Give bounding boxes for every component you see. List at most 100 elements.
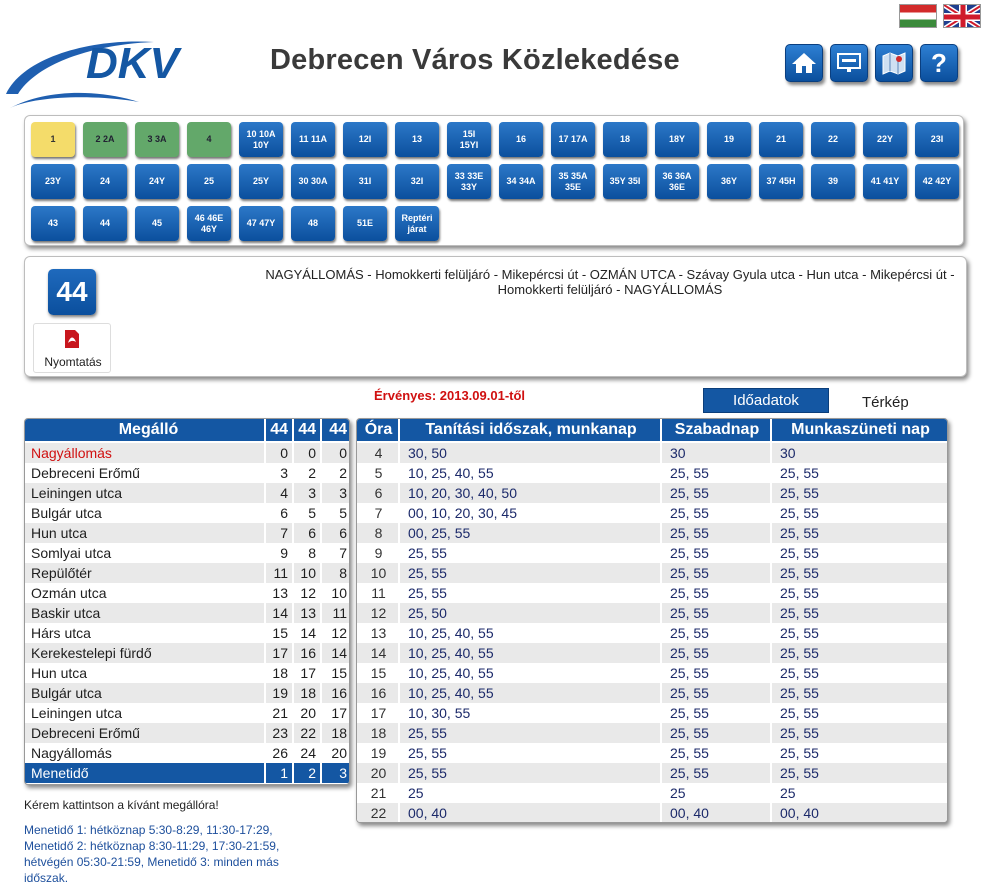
weekday-cell: 25, 50 (408, 605, 447, 621)
line-button[interactable]: 45 (135, 206, 179, 241)
line-button[interactable]: 33 33E 33Y (447, 164, 491, 199)
stop-row[interactable]: Bulgár utca 6 5 5 (25, 503, 349, 523)
line-button[interactable]: 42 42Y (915, 164, 959, 199)
line-button[interactable]: 16 (499, 122, 543, 157)
line-button[interactable]: 30 30A (291, 164, 335, 199)
line-button[interactable]: 47 47Y (239, 206, 283, 241)
time-2: 2 (308, 765, 316, 781)
line-button[interactable]: 22Y (863, 122, 907, 157)
column-divider (398, 743, 400, 763)
stop-row[interactable]: Leiningen utca 4 3 3 (25, 483, 349, 503)
line-button[interactable]: 22 (811, 122, 855, 157)
tab-map[interactable]: Térkép (862, 394, 909, 411)
stop-row[interactable]: Hárs utca 15 14 12 (25, 623, 349, 643)
saturday-cell: 25, 55 (670, 645, 709, 661)
stop-row[interactable]: Hun utca 18 17 15 (25, 663, 349, 683)
line-button[interactable]: 1 (31, 122, 75, 157)
line-button[interactable]: 51E (343, 206, 387, 241)
time-2: 20 (300, 705, 316, 721)
time-3: 5 (339, 505, 347, 521)
weekday-cell: 10, 30, 55 (408, 705, 471, 721)
dkv-logo[interactable]: DKV (4, 36, 199, 112)
line-button[interactable]: 32I (395, 164, 439, 199)
line-button[interactable]: 24 (83, 164, 127, 199)
line-button[interactable]: 18Y (655, 122, 699, 157)
time-1: 0 (280, 445, 288, 461)
line-button[interactable]: 43 (31, 206, 75, 241)
line-button[interactable]: 35Y 35I (603, 164, 647, 199)
time-2: 24 (300, 745, 316, 761)
stop-row[interactable]: Debreceni Erőmű 23 22 18 (25, 723, 349, 743)
line-button[interactable]: 19 (707, 122, 751, 157)
line-button[interactable]: 15I 15YI (447, 122, 491, 157)
line-button[interactable]: 25 (187, 164, 231, 199)
time-row: 22 00, 40 00, 40 00, 40 (357, 803, 947, 822)
line-button[interactable]: 21 (759, 122, 803, 157)
stop-name: Baskir utca (31, 605, 101, 621)
line-button[interactable]: 23I (915, 122, 959, 157)
stop-name: Nagyállomás (31, 745, 112, 761)
column-divider (398, 783, 400, 803)
line-button[interactable]: 35 35A 35E (551, 164, 595, 199)
stop-row[interactable]: Leiningen utca 21 20 17 (25, 703, 349, 723)
line-button[interactable]: 31I (343, 164, 387, 199)
weekday-cell: 00, 25, 55 (408, 525, 471, 541)
stop-name: Menetidő (31, 765, 89, 781)
line-button[interactable]: 39 (811, 164, 855, 199)
print-button[interactable]: Nyomtatás (33, 323, 111, 373)
column-divider (320, 623, 322, 643)
stop-row[interactable]: Nagyállomás 0 0 0 (25, 443, 349, 463)
time-2: 5 (308, 505, 316, 521)
stop-row[interactable]: Kerekestelepi fürdő 17 16 14 (25, 643, 349, 663)
stop-row[interactable]: Hun utca 7 6 6 (25, 523, 349, 543)
line-button[interactable]: 11 11A (291, 122, 335, 157)
column-divider (770, 743, 772, 763)
stop-name: Debreceni Erőmű (31, 725, 140, 741)
flag-uk-icon[interactable] (943, 4, 981, 28)
line-button[interactable]: 44 (83, 206, 127, 241)
line-button[interactable]: 10 10A 10Y (239, 122, 283, 157)
stop-row[interactable]: Bulgár utca 19 18 16 (25, 683, 349, 703)
line-button[interactable]: 12I (343, 122, 387, 157)
flag-hu-icon[interactable] (899, 4, 937, 28)
line-button[interactable]: 2 2A (83, 122, 127, 157)
line-button[interactable]: 37 45H (759, 164, 803, 199)
saturday-cell: 25, 55 (670, 665, 709, 681)
line-button[interactable]: 17 17A (551, 122, 595, 157)
line-button[interactable]: 23Y (31, 164, 75, 199)
line-button[interactable]: 36 36A 36E (655, 164, 699, 199)
help-button[interactable]: ? (920, 44, 958, 82)
display-button[interactable] (830, 44, 868, 82)
line-button[interactable]: 4 (187, 122, 231, 157)
stop-row[interactable]: Ozmán utca 13 12 10 (25, 583, 349, 603)
column-divider (398, 563, 400, 583)
column-divider (398, 763, 400, 783)
column-divider (292, 763, 294, 783)
line-button[interactable]: 24Y (135, 164, 179, 199)
stop-row[interactable]: Nagyállomás 26 24 20 (25, 743, 349, 763)
line-button[interactable]: 3 3A (135, 122, 179, 157)
time-row: 11 25, 55 25, 55 25, 55 (357, 583, 947, 603)
line-button[interactable]: 18 (603, 122, 647, 157)
stop-row[interactable]: Repülőtér 11 10 8 (25, 563, 349, 583)
line-button[interactable]: 41 41Y (863, 164, 907, 199)
line-button[interactable]: 25Y (239, 164, 283, 199)
time-3: 0 (339, 445, 347, 461)
holiday-cell: 25, 55 (780, 765, 819, 781)
column-divider (660, 523, 662, 543)
tab-timetable[interactable]: Időadatok (703, 388, 829, 413)
map-button[interactable] (875, 44, 913, 82)
line-button[interactable]: 13 (395, 122, 439, 157)
column-divider (320, 583, 322, 603)
line-button[interactable]: 34 34A (499, 164, 543, 199)
runtime-legend: Menetidő 1: hétköznap 5:30-8:29, 11:30-1… (24, 823, 280, 885)
line-button[interactable]: 46 46E 46Y (187, 206, 231, 241)
stop-row[interactable]: Debreceni Erőmű 3 2 2 (25, 463, 349, 483)
line-button[interactable]: 48 (291, 206, 335, 241)
home-button[interactable] (785, 44, 823, 82)
stop-row[interactable]: Somlyai utca 9 8 7 (25, 543, 349, 563)
column-divider (660, 563, 662, 583)
line-button[interactable]: 36Y (707, 164, 751, 199)
line-button[interactable]: Reptéri járat (395, 206, 439, 241)
stop-row[interactable]: Baskir utca 14 13 11 (25, 603, 349, 623)
